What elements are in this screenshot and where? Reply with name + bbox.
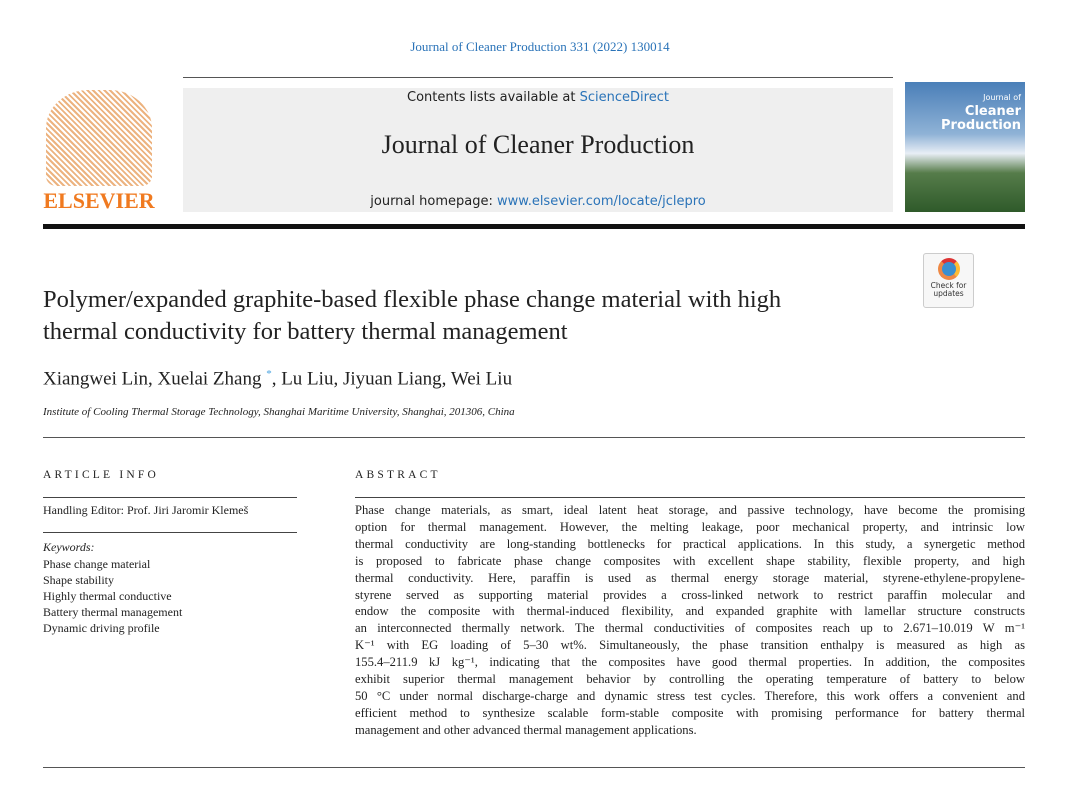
keywords-list: Phase change material Shape stability Hi…	[43, 556, 182, 636]
divider	[183, 77, 893, 78]
sciencedirect-link[interactable]: ScienceDirect	[579, 90, 669, 105]
journal-banner	[183, 88, 893, 212]
contents-prefix: Contents lists available at	[407, 90, 580, 105]
abstract-line: K⁻¹ with EG loading of 5–30 wt%. Simulta…	[355, 638, 1025, 653]
keyword: Highly thermal conductive	[43, 589, 172, 603]
divider	[43, 437, 1025, 438]
elsevier-logo[interactable]: ELSEVIER	[40, 88, 158, 213]
header-bar	[43, 224, 1025, 229]
abstract-line: endow the composite with thermal-induced…	[355, 604, 1025, 619]
author-link[interactable]: Jiyuan Liang	[342, 368, 442, 390]
contents-line: Contents lists available at ScienceDirec…	[183, 90, 893, 105]
corresponding-author-mark[interactable]: *	[266, 368, 272, 380]
divider	[355, 497, 1025, 498]
abstract-line: option for thermal management. However, …	[355, 519, 1025, 534]
abstract-line: Phase change materials, as smart, ideal …	[355, 503, 1025, 517]
author-link[interactable]: Xiangwei Lin	[43, 368, 149, 390]
abstract-heading: ABSTRACT	[355, 469, 441, 481]
check-updates-label: Check for updates	[930, 281, 967, 298]
cover-subtitle: Journal of	[983, 93, 1021, 102]
author-link[interactable]: Xuelai Zhang	[157, 368, 262, 390]
handling-editor: Handling Editor: Prof. Jiri Jaromir Klem…	[43, 503, 249, 517]
abstract-text: Phase change materials, as smart, ideal …	[355, 502, 1025, 739]
abstract-line: 50 °C under normal discharge-charge and …	[355, 688, 1025, 703]
elsevier-wordmark: ELSEVIER	[43, 188, 155, 213]
abstract-line: efficient method to synthesize scalable …	[355, 705, 1025, 720]
abstract-line: exhibit superior thermal management beha…	[355, 672, 1025, 687]
keyword: Shape stability	[43, 573, 114, 587]
homepage-line: journal homepage: www.elsevier.com/locat…	[183, 194, 893, 209]
tree-logo-icon	[46, 90, 152, 186]
abstract-line: 155.4–211.9 kJ kg⁻¹, indicating that the…	[355, 655, 1025, 670]
divider	[43, 532, 297, 533]
abstract-line: an interconnected thermally network. The…	[355, 621, 1025, 636]
journal-cover-image[interactable]: Journal of Cleaner Production	[905, 82, 1025, 212]
check-updates-icon	[937, 258, 960, 280]
keywords-label: Keywords:	[43, 540, 95, 554]
affiliation: Institute of Cooling Thermal Storage Tec…	[43, 406, 515, 418]
author-list: Xiangwei Lin, Xuelai Zhang *, Lu Liu, Ji…	[43, 368, 513, 390]
author-link[interactable]: Lu Liu	[281, 368, 334, 390]
article-title: Polymer/expanded graphite-based flexible…	[43, 284, 903, 348]
keyword: Dynamic driving profile	[43, 621, 160, 635]
keyword: Phase change material	[43, 557, 151, 571]
article-info-heading: ARTICLE INFO	[43, 469, 159, 481]
abstract-line: is proposed to fabricate phase change co…	[355, 553, 1025, 568]
abstract-line: styrene served as supporting material pr…	[355, 587, 1025, 602]
keyword: Battery thermal management	[43, 605, 183, 619]
title-line: thermal conductivity for battery thermal…	[43, 318, 568, 345]
check-for-updates-button[interactable]: Check for updates	[923, 253, 974, 308]
abstract-line: management and other advanced thermal ma…	[355, 722, 697, 737]
abstract-line: thermal conductivity are long-standing b…	[355, 536, 1025, 551]
journal-reference-link[interactable]: Journal of Cleaner Production 331 (2022)…	[410, 39, 670, 54]
homepage-link[interactable]: www.elsevier.com/locate/jclepro	[496, 194, 706, 209]
cover-title: Cleaner Production	[941, 104, 1021, 133]
homepage-prefix: journal homepage:	[370, 194, 497, 209]
divider	[43, 497, 297, 498]
divider	[43, 767, 1025, 768]
title-line: Polymer/expanded graphite-based flexible…	[43, 286, 782, 313]
journal-title: Journal of Cleaner Production	[381, 130, 695, 159]
author-link[interactable]: Wei Liu	[450, 368, 513, 390]
abstract-line: thermal conductivity. Here, paraffin is …	[355, 570, 1025, 585]
